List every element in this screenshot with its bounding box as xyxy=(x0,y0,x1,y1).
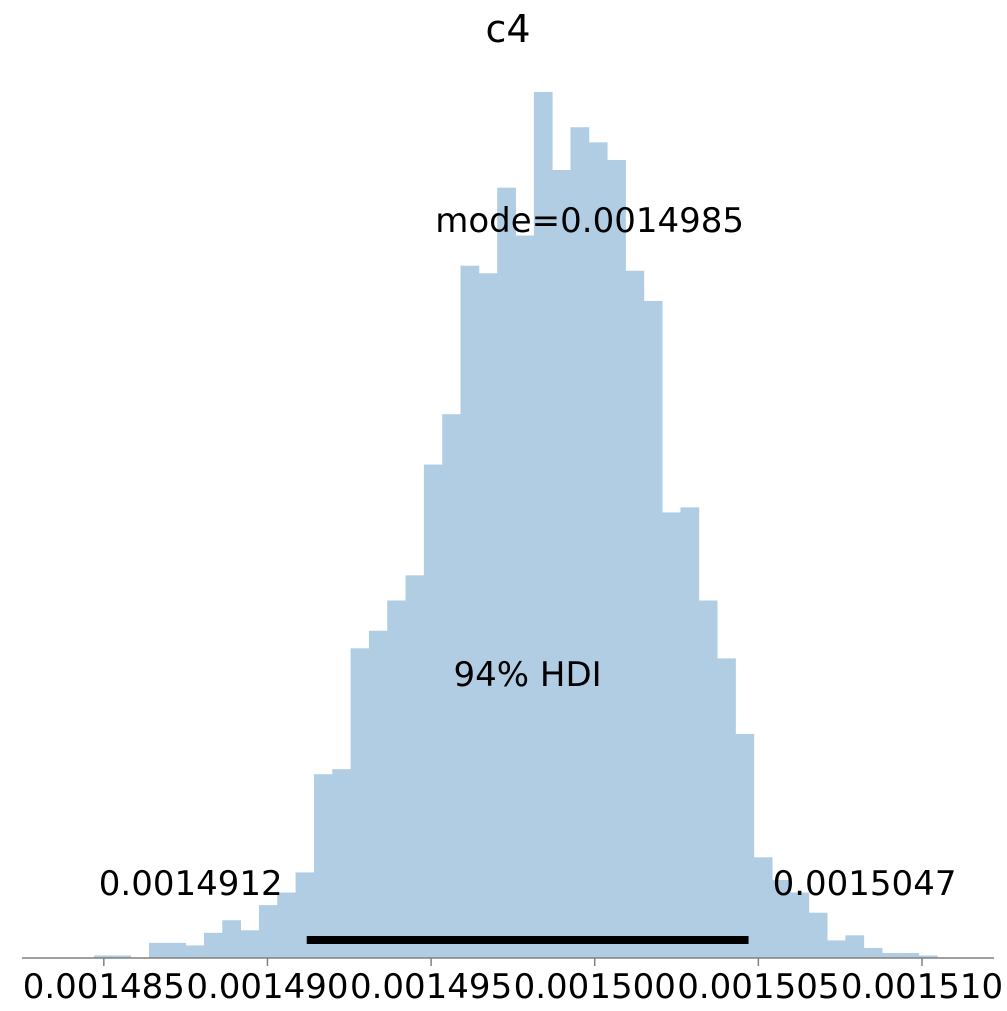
histogram-bar xyxy=(808,912,828,958)
histogram-bar xyxy=(552,170,571,959)
histogram-bars xyxy=(94,92,938,959)
histogram-bar xyxy=(442,414,461,959)
histogram-bar xyxy=(698,600,718,958)
histogram-bar xyxy=(277,892,296,958)
histogram-bar xyxy=(845,935,865,958)
histogram-bar xyxy=(515,235,535,959)
histogram-bar xyxy=(405,575,425,958)
histogram-bar xyxy=(112,955,132,958)
histogram-bar xyxy=(478,273,498,958)
histogram-bar xyxy=(423,464,443,958)
x-tick-label: 0.001505 xyxy=(677,967,839,1007)
histogram-bar xyxy=(387,600,406,958)
histogram-bar xyxy=(680,507,700,958)
histogram-bar xyxy=(753,857,773,958)
histogram-bar xyxy=(643,300,663,958)
histogram-bar xyxy=(533,92,553,958)
histogram-bar xyxy=(772,879,791,958)
histogram-bar xyxy=(588,142,608,959)
mode-label: mode=0.0014985 xyxy=(435,201,744,241)
histogram-bar xyxy=(368,630,388,958)
histogram-bar xyxy=(717,658,736,958)
hdi-low-label: 0.0014912 xyxy=(99,864,283,904)
histogram-bar xyxy=(625,270,645,958)
histogram-bar xyxy=(900,952,920,958)
histogram-bar xyxy=(203,932,223,958)
histogram-bar xyxy=(350,648,370,958)
histogram-bar xyxy=(240,930,260,958)
histogram-bar xyxy=(148,942,168,958)
histogram-bar xyxy=(570,127,590,959)
x-tick-label: 0.001495 xyxy=(350,967,512,1007)
histogram-bar xyxy=(827,940,846,958)
histogram-bar xyxy=(332,769,351,958)
histogram-bar xyxy=(790,892,810,958)
histogram-bar xyxy=(497,187,516,958)
hdi-label: 94% HDI xyxy=(454,655,602,695)
histogram-bar xyxy=(918,955,938,958)
histogram-bar xyxy=(185,945,205,958)
histogram-bar xyxy=(167,942,187,958)
histogram-bar xyxy=(258,905,278,958)
histogram-bar xyxy=(863,947,883,958)
histogram-bar xyxy=(295,872,315,958)
histogram-bar xyxy=(607,159,626,959)
x-tick-label: 0.001485 xyxy=(23,967,185,1007)
histogram-bar xyxy=(460,265,480,958)
x-tick-label: 0.001500 xyxy=(514,967,676,1007)
histogram-bar xyxy=(662,512,681,958)
x-axis-ticks: 0.001485 0.001490 0.001495 0.001500 0.001505… xyxy=(23,958,1003,1007)
histogram-bar xyxy=(222,920,242,958)
x-tick-label: 0.001510 xyxy=(841,967,1003,1007)
histogram-bar xyxy=(313,774,333,958)
chart-title: c4 xyxy=(485,7,530,51)
histogram-bar xyxy=(94,955,113,958)
x-tick-label: 0.001490 xyxy=(186,967,348,1007)
histogram-bar xyxy=(882,952,901,958)
hdi-high-label: 0.0015047 xyxy=(773,864,957,904)
histogram-bar xyxy=(735,733,755,958)
